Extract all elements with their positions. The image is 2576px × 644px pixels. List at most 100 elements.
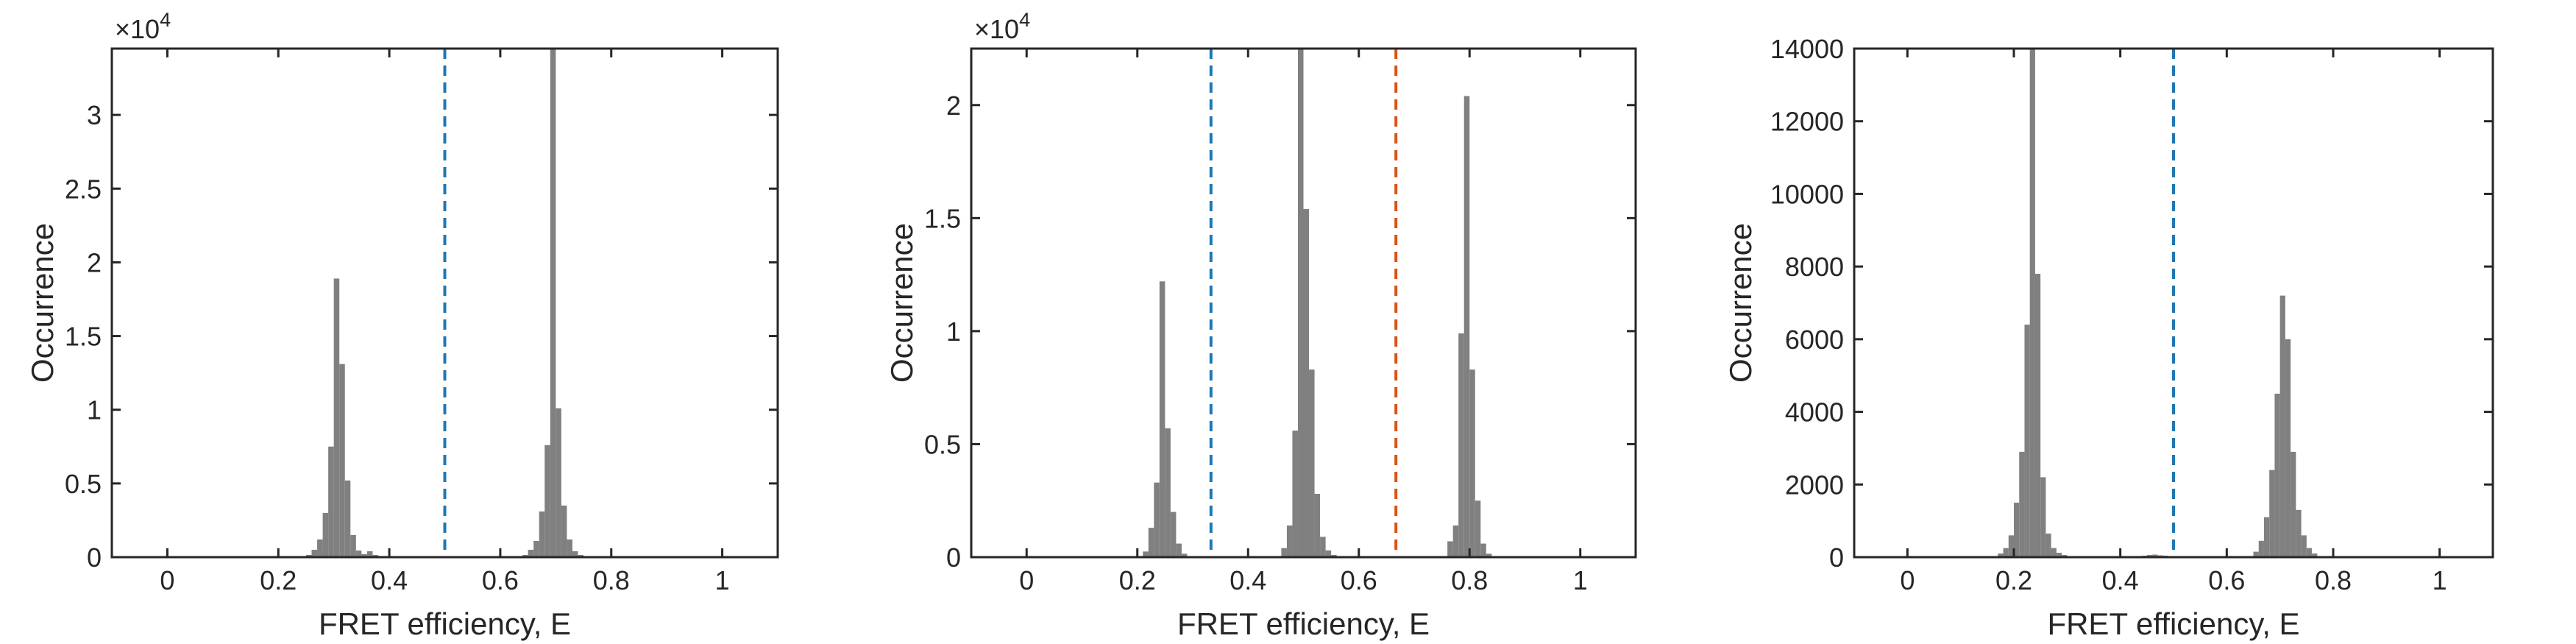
y-tick-label: 14000 (1770, 34, 1844, 64)
y-tick-label: 1.5 (65, 322, 102, 352)
histogram-bar (1309, 369, 1315, 557)
histogram-bar (2019, 451, 2025, 557)
x-tick-label: 0.6 (482, 565, 519, 595)
y-tick-label: 0.5 (924, 429, 961, 459)
y-exponent-label: ×104 (115, 9, 171, 44)
histogram-bar (2040, 477, 2046, 557)
histogram-bar (572, 551, 578, 557)
histogram-bar (2029, 49, 2035, 557)
axes-frame (970, 47, 1637, 559)
histogram-bar (2274, 393, 2280, 557)
histogram-bar (366, 551, 373, 557)
histogram-bar (2045, 533, 2051, 557)
histogram-bar (1480, 543, 1486, 557)
histogram-bar (1170, 512, 1177, 557)
histogram-bar (2024, 325, 2030, 557)
histogram-bar (339, 364, 345, 557)
histogram-bar (556, 408, 561, 557)
histogram-bar (567, 539, 572, 557)
histogram-bar (311, 549, 318, 557)
x-tick-label: 0.8 (2315, 565, 2352, 595)
x-tick-label: 1 (715, 565, 730, 595)
axes-frame (110, 47, 779, 559)
histogram-bar (322, 512, 329, 557)
histogram-bar (2152, 554, 2158, 557)
histogram-bar (355, 550, 362, 557)
histogram-bar (2056, 553, 2062, 557)
histogram-bar (1331, 554, 1337, 557)
x-tick-label: 0.2 (260, 565, 297, 595)
histogram-bar (305, 554, 312, 557)
y-tick-label: 1 (87, 395, 102, 425)
histogram-bar (1148, 528, 1154, 557)
y-tick-label: 10000 (1770, 179, 1844, 209)
y-tick-label: 2000 (1785, 470, 1844, 500)
histogram-bar (1286, 526, 1293, 557)
histogram-bar (550, 49, 556, 557)
histogram-bar (344, 480, 351, 557)
histogram-bar (1447, 541, 1453, 557)
histogram-bar (1314, 494, 1321, 557)
y-tick-label: 2.5 (65, 174, 102, 204)
histogram-bar (2291, 451, 2296, 557)
histogram-bar (2253, 551, 2259, 557)
x-tick-label: 1 (1573, 565, 1588, 595)
y-tick-label: 12000 (1770, 107, 1844, 137)
histogram-bar (2003, 548, 2009, 557)
histogram-bar (1303, 209, 1310, 557)
histogram-bar (1154, 482, 1160, 557)
y-tick-label: 6000 (1785, 325, 1844, 355)
x-tick-label: 0.4 (1230, 565, 1266, 595)
histogram-bar (2051, 548, 2057, 557)
histogram-bar (2306, 548, 2313, 557)
histogram-bar (2263, 517, 2270, 557)
histogram-bar (372, 554, 378, 557)
histogram-bar (2296, 509, 2302, 557)
histogram-bar (1176, 543, 1182, 557)
histogram-bar (2258, 540, 2264, 557)
histogram-bar (1452, 526, 1459, 557)
histogram-bar (2008, 535, 2014, 557)
y-tick-label: 2 (946, 91, 961, 121)
y-tick-label: 8000 (1785, 252, 1844, 282)
y-tick-label: 0 (87, 542, 102, 573)
histogram-bar (539, 511, 545, 557)
y-tick-label: 1 (946, 316, 961, 347)
x-axis-label: FRET efficiency, E (1177, 606, 1430, 641)
histogram-bar (2312, 553, 2318, 557)
y-exponent-power: 4 (1019, 9, 1030, 31)
x-tick-label: 0 (1019, 565, 1034, 595)
x-tick-label: 0.8 (593, 565, 630, 595)
histogram-bar (1165, 428, 1171, 557)
histogram-panel-1: 0 0.2 0.4 0.6 0.8 1 0 0.5 1 1.5 2 2.5 3 ×104 FRET effi… (25, 9, 779, 641)
x-tick-label: 0.6 (1341, 565, 1377, 595)
x-tick-label: 0.8 (1451, 565, 1488, 595)
histogram-bar (544, 445, 550, 557)
y-tick-label: 0 (946, 542, 961, 573)
x-tick-label: 0.6 (2208, 565, 2245, 595)
histogram-bar (361, 553, 367, 557)
histogram-bar (2279, 295, 2285, 557)
histogram-bar (333, 278, 340, 557)
histogram-bar (1320, 537, 1326, 557)
y-tick-label: 3 (87, 100, 102, 130)
histogram-bar (2034, 274, 2041, 557)
y-tick-label: 0.5 (65, 469, 102, 499)
histogram-bar (522, 554, 528, 557)
x-axis-label: FRET efficiency, E (319, 606, 571, 641)
y-axis-label: Occurrence (884, 223, 919, 383)
y-tick-label: 2 (87, 247, 102, 277)
histogram-bar (1458, 333, 1464, 557)
y-axis-label: Occurrence (1723, 223, 1758, 383)
histogram-bar (1292, 431, 1298, 557)
x-tick-label: 0.2 (1995, 565, 2032, 595)
histogram-bar (1181, 553, 1188, 557)
histogram-bar (1486, 553, 1492, 557)
histogram-bar (1297, 49, 1304, 557)
histogram-bar (533, 540, 539, 557)
y-exponent-power: 4 (160, 9, 171, 31)
histogram-bar (1469, 369, 1475, 557)
histogram-bar (2285, 339, 2291, 557)
x-tick-label: 0.4 (371, 565, 408, 595)
histogram-bar (1143, 551, 1149, 557)
